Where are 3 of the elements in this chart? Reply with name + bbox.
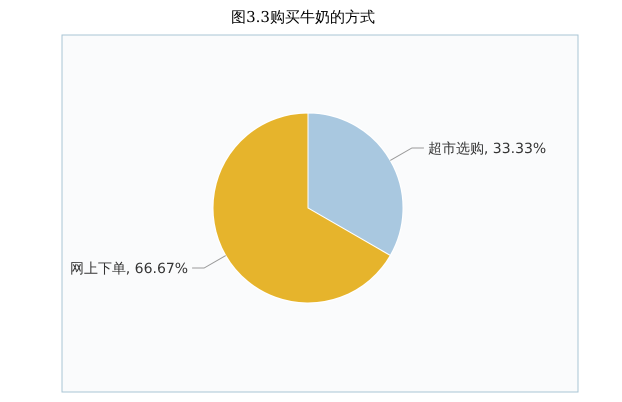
slice-label: 网上下单, 66.67% xyxy=(70,261,188,278)
slice-label: 超市选购, 33.33% xyxy=(428,140,546,157)
chart-title: 图3.3购买牛奶的方式 xyxy=(231,8,375,26)
